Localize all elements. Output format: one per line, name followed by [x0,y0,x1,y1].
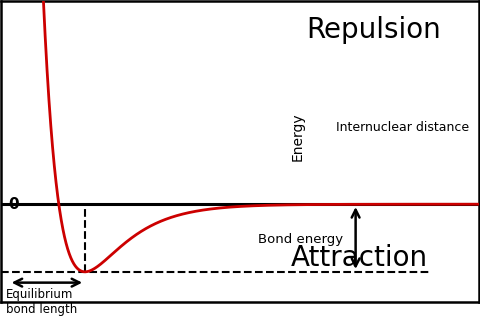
Text: Equilibrium
bond length: Equilibrium bond length [6,288,78,316]
Text: Energy: Energy [290,112,304,161]
Text: Attraction: Attraction [291,244,428,272]
Text: 0: 0 [8,197,19,212]
Text: Internuclear distance: Internuclear distance [336,121,469,134]
Text: Repulsion: Repulsion [306,16,441,44]
Text: Bond energy: Bond energy [258,233,343,246]
